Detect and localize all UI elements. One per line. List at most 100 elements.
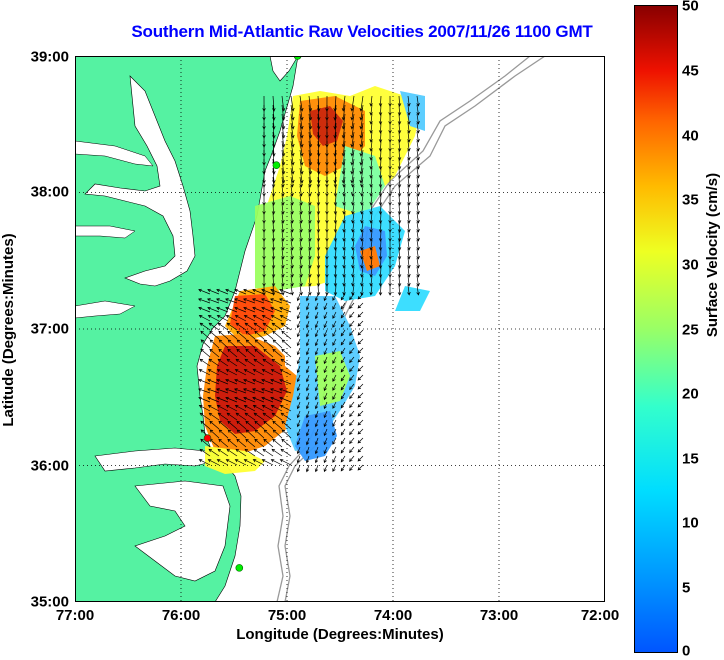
velocity-arrow	[227, 429, 238, 439]
velocity-arrow	[290, 275, 294, 287]
velocity-arrow	[234, 369, 247, 376]
velocity-arrow	[305, 338, 310, 347]
velocity-arrow	[340, 374, 346, 382]
velocity-arrow	[290, 266, 294, 278]
velocity-arrow	[308, 275, 312, 287]
velocity-arrow	[340, 428, 346, 436]
velocity-arrow	[378, 176, 383, 188]
velocity-arrow	[397, 122, 402, 134]
velocity-arrow	[349, 383, 355, 391]
velocity-arrow	[351, 203, 355, 215]
velocity-arrow	[272, 420, 283, 430]
velocity-arrow	[279, 388, 292, 394]
velocity-arrow	[314, 410, 319, 419]
velocity-arrow	[271, 248, 276, 260]
velocity-arrow	[357, 374, 364, 381]
velocity-arrow	[369, 158, 373, 170]
velocity-arrow	[351, 185, 355, 197]
radar-station-marker	[235, 564, 244, 572]
velocity-arrow	[216, 396, 229, 403]
velocity-arrow	[262, 358, 274, 367]
velocity-arrow	[308, 212, 312, 224]
radar-station-marker	[272, 161, 281, 169]
velocity-arrow	[271, 266, 276, 278]
velocity-arrow	[218, 429, 229, 439]
velocity-arrow	[340, 464, 346, 472]
velocity-arrow	[252, 388, 265, 394]
colorbar-tick: 25	[682, 321, 699, 339]
velocity-arrow	[407, 131, 411, 143]
velocity-arrow	[378, 257, 383, 269]
velocity-arrow	[199, 412, 211, 421]
velocity-arrow	[236, 420, 247, 430]
velocity-arrow	[225, 396, 238, 403]
velocity-arrow	[271, 212, 276, 224]
velocity-arrow	[340, 356, 346, 364]
velocity-arrow	[350, 95, 355, 112]
velocity-arrow	[349, 392, 355, 400]
velocity-arrow	[226, 358, 238, 367]
velocity-arrow	[323, 374, 328, 383]
velocity-arrow	[340, 392, 346, 400]
velocity-arrow	[333, 176, 338, 188]
velocity-arrow	[207, 405, 220, 412]
velocity-arrow	[243, 405, 256, 412]
velocity-arrow	[397, 212, 402, 224]
velocity-arrow	[217, 448, 229, 457]
velocity-arrow	[243, 459, 256, 466]
velocity-arrow	[198, 396, 211, 403]
velocity-arrow	[243, 288, 256, 295]
velocity-arrow	[209, 339, 220, 349]
velocity-arrow	[416, 194, 420, 206]
velocity-arrow	[270, 459, 283, 466]
velocity-arrow	[332, 302, 337, 310]
velocity-arrow	[357, 347, 364, 354]
velocity-arrow	[252, 315, 265, 322]
velocity-arrow	[314, 455, 319, 464]
velocity-arrow	[299, 185, 303, 197]
velocity-arrow	[416, 221, 420, 233]
velocity-arrow	[209, 330, 220, 340]
velocity-arrow	[296, 437, 301, 446]
velocity-arrow	[279, 369, 292, 376]
velocity-arrow	[270, 388, 283, 394]
velocity-vectors	[198, 95, 420, 473]
velocity-arrow	[323, 293, 328, 302]
velocity-arrow	[369, 140, 373, 152]
velocity-arrow	[317, 122, 321, 139]
velocity-arrow	[218, 348, 229, 358]
velocity-arrow	[279, 315, 292, 322]
velocity-arrow	[416, 185, 420, 197]
velocity-arrow	[333, 221, 338, 233]
velocity-arrow	[360, 239, 364, 251]
velocity-arrow	[378, 158, 383, 170]
velocity-arrow	[290, 284, 294, 296]
velocity-arrow	[316, 275, 321, 287]
velocity-arrow	[369, 104, 373, 116]
velocity-arrow	[317, 149, 321, 166]
velocity-arrow	[296, 410, 301, 419]
velocity-arrow	[407, 275, 411, 287]
velocity-arrow	[253, 322, 265, 331]
velocity-arrow	[340, 446, 346, 454]
velocity-arrow	[200, 348, 211, 358]
colorbar-tick: 45	[682, 62, 699, 80]
velocity-arrow	[299, 194, 303, 206]
velocity-arrow	[290, 194, 294, 206]
velocity-arrow	[342, 230, 346, 242]
velocity-arrow	[357, 464, 364, 471]
velocity-arrow	[349, 428, 355, 436]
velocity-arrow	[323, 419, 328, 428]
velocity-arrow	[299, 221, 303, 233]
velocity-arrow	[314, 419, 319, 428]
velocity-arrow	[226, 412, 238, 421]
velocity-arrow	[416, 122, 420, 134]
velocity-arrow	[323, 446, 328, 455]
colorbar-tick: 5	[682, 579, 691, 597]
velocity-arrow	[207, 369, 220, 376]
velocity-arrow	[263, 330, 274, 340]
velocity-arrow	[236, 348, 247, 358]
velocity-arrow	[378, 104, 383, 116]
velocity-arrow	[296, 311, 301, 320]
velocity-arrow	[245, 429, 256, 439]
